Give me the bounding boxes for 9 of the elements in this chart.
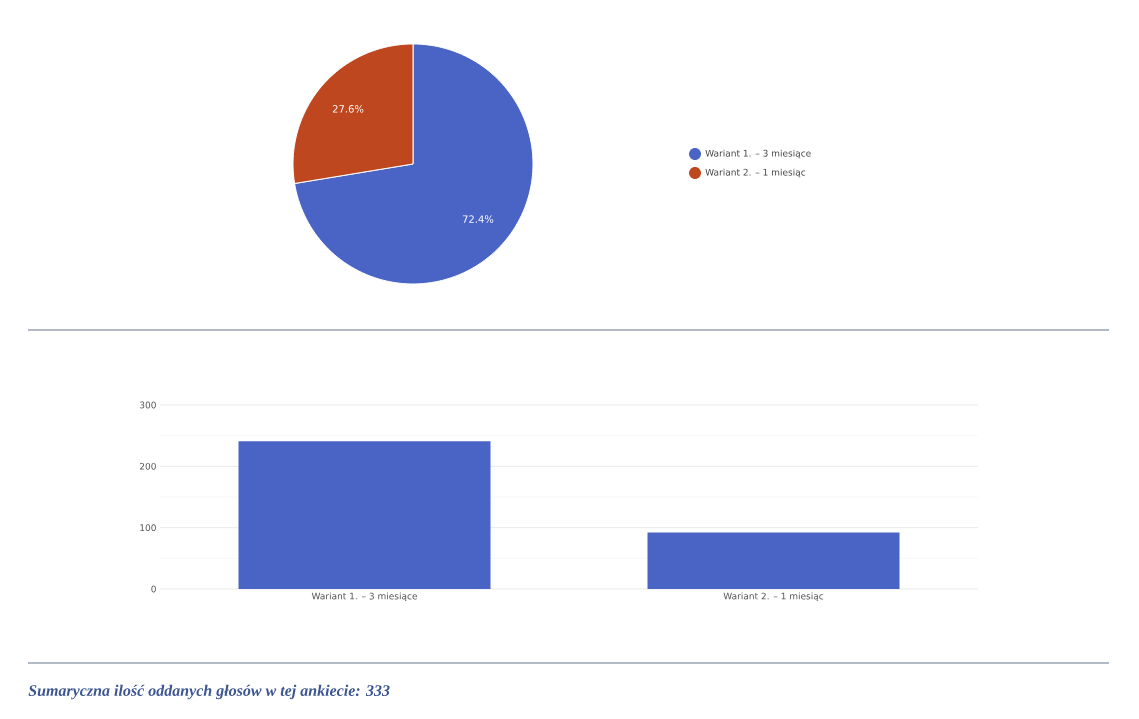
y-tick-label: 0: [151, 585, 156, 593]
text: Sumaryczna ilość oddanych głosów w tej ankiecie: 333: [28, 684, 390, 700]
y-tick-label: 300: [139, 401, 156, 409]
data-label: 72.4%: [462, 215, 494, 223]
legend-label: Wariant 2. – 1 miesiąc: [705, 168, 806, 178]
data-label: 27.6%: [332, 105, 364, 113]
y-tick-label: 100: [140, 524, 156, 532]
legend-label: Wariant 1. – 3 miesiące: [705, 149, 811, 159]
y-tick-label: 200: [139, 462, 156, 470]
